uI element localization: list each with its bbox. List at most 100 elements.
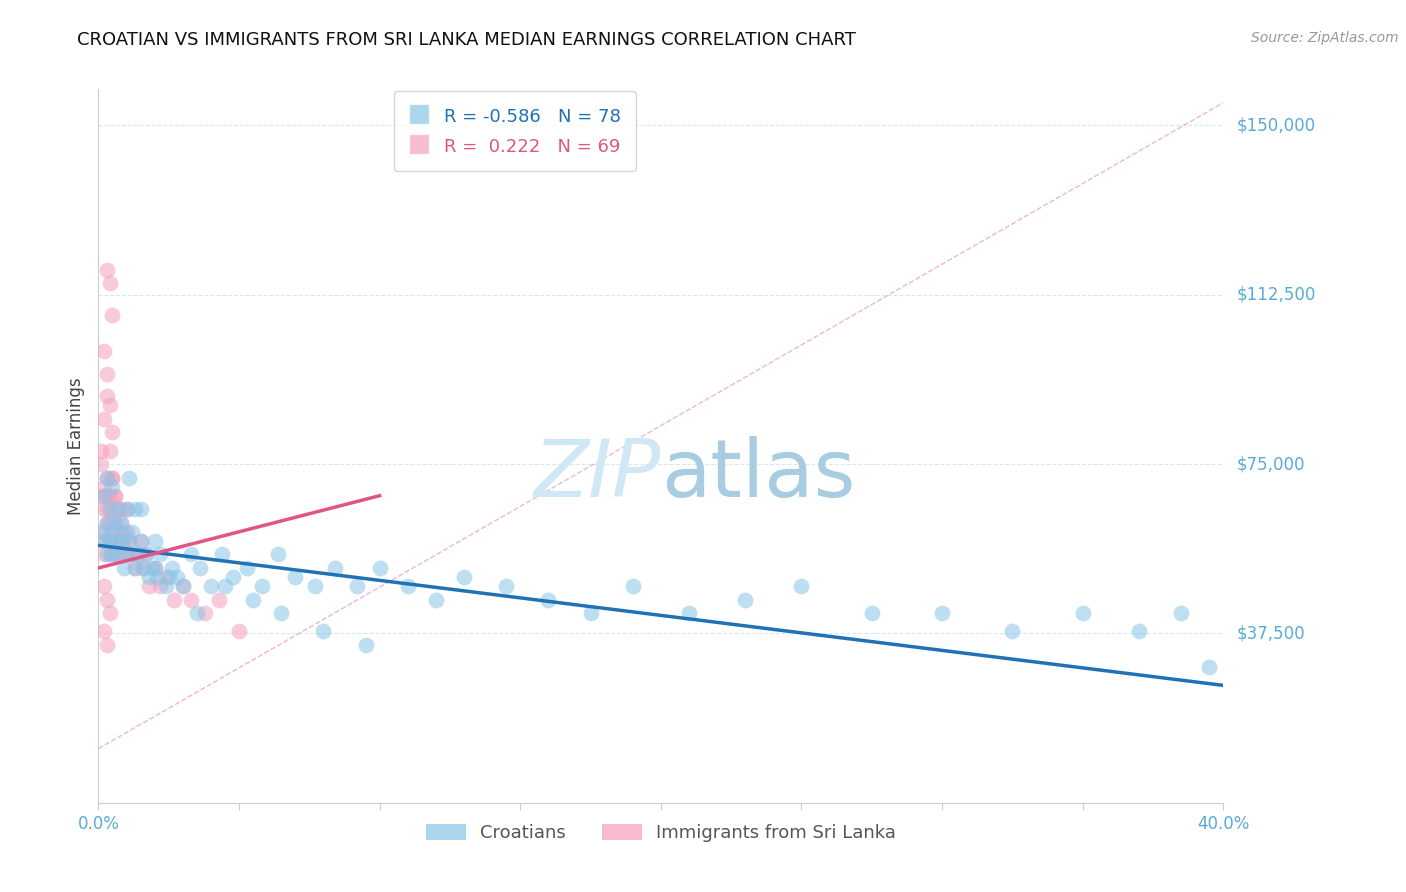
Point <box>118 470 141 484</box>
Point <box>96 367 118 381</box>
Point <box>312 624 335 639</box>
Point <box>132 561 155 575</box>
Legend: Croatians, Immigrants from Sri Lanka: Croatians, Immigrants from Sri Lanka <box>416 814 905 851</box>
Point <box>98 489 121 503</box>
Point <box>98 502 121 516</box>
Point <box>115 502 138 516</box>
Point <box>110 516 132 530</box>
Point <box>90 524 112 539</box>
Point <box>346 579 368 593</box>
Point <box>354 638 377 652</box>
Text: Source: ZipAtlas.com: Source: ZipAtlas.com <box>1251 31 1399 45</box>
Text: $37,500: $37,500 <box>1237 624 1306 642</box>
Point <box>96 638 118 652</box>
Point <box>90 443 112 458</box>
Point <box>368 561 391 575</box>
Point <box>149 548 172 562</box>
Point <box>157 570 180 584</box>
Point <box>143 561 166 575</box>
Point <box>104 533 127 548</box>
Point <box>121 548 143 562</box>
Point <box>208 592 231 607</box>
Point <box>270 606 292 620</box>
Point <box>101 470 124 484</box>
Point <box>163 592 186 607</box>
Point <box>98 548 121 562</box>
Point <box>860 606 883 620</box>
Point <box>96 592 118 607</box>
Point <box>101 502 124 516</box>
Point <box>93 412 115 426</box>
Point <box>93 480 115 494</box>
Point <box>101 425 124 440</box>
Point <box>250 579 273 593</box>
Point <box>101 524 124 539</box>
Point <box>118 533 141 548</box>
Point <box>93 489 115 503</box>
Point <box>93 548 115 562</box>
Point <box>678 606 700 620</box>
Point <box>1128 624 1150 639</box>
Point <box>104 489 127 503</box>
Point <box>96 263 118 277</box>
Point <box>101 470 124 484</box>
Point <box>96 533 118 548</box>
Point <box>143 561 166 575</box>
Point <box>90 489 112 503</box>
Point <box>172 579 194 593</box>
Y-axis label: Median Earnings: Median Earnings <box>67 377 86 515</box>
Point <box>107 548 129 562</box>
Point <box>98 277 121 291</box>
Point <box>396 579 419 593</box>
Point <box>734 592 756 607</box>
Point <box>135 548 157 562</box>
Point <box>166 570 188 584</box>
Text: ZIP: ZIP <box>533 435 661 514</box>
Point <box>115 524 138 539</box>
Text: CROATIAN VS IMMIGRANTS FROM SRI LANKA MEDIAN EARNINGS CORRELATION CHART: CROATIAN VS IMMIGRANTS FROM SRI LANKA ME… <box>77 31 856 49</box>
Point <box>495 579 517 593</box>
Point <box>127 548 149 562</box>
Point <box>110 533 132 548</box>
Point <box>96 389 118 403</box>
Text: $75,000: $75,000 <box>1237 455 1306 473</box>
Point <box>107 502 129 516</box>
Point <box>172 579 194 593</box>
Point <box>107 548 129 562</box>
Point <box>129 533 152 548</box>
Point <box>138 570 160 584</box>
Point <box>228 624 250 639</box>
Point <box>127 548 149 562</box>
Point <box>93 502 115 516</box>
Point <box>98 443 121 458</box>
Text: $112,500: $112,500 <box>1237 285 1316 303</box>
Point <box>115 548 138 562</box>
Point <box>98 516 121 530</box>
Point <box>180 548 202 562</box>
Point <box>124 561 146 575</box>
Point <box>104 489 127 503</box>
Point <box>98 606 121 620</box>
Point <box>149 579 172 593</box>
Point <box>135 548 157 562</box>
Point <box>141 561 163 575</box>
Point <box>93 624 115 639</box>
Point <box>101 308 124 322</box>
Point <box>98 533 121 548</box>
Point <box>90 457 112 471</box>
Point <box>101 548 124 562</box>
Point <box>304 579 326 593</box>
Point <box>96 489 118 503</box>
Point <box>425 592 447 607</box>
Point <box>104 516 127 530</box>
Point <box>98 533 121 548</box>
Point <box>194 606 217 620</box>
Point <box>112 524 135 539</box>
Point <box>101 480 124 494</box>
Point <box>222 570 245 584</box>
Point <box>93 533 115 548</box>
Point <box>790 579 813 593</box>
Point <box>96 548 118 562</box>
Point <box>143 533 166 548</box>
Point <box>104 516 127 530</box>
